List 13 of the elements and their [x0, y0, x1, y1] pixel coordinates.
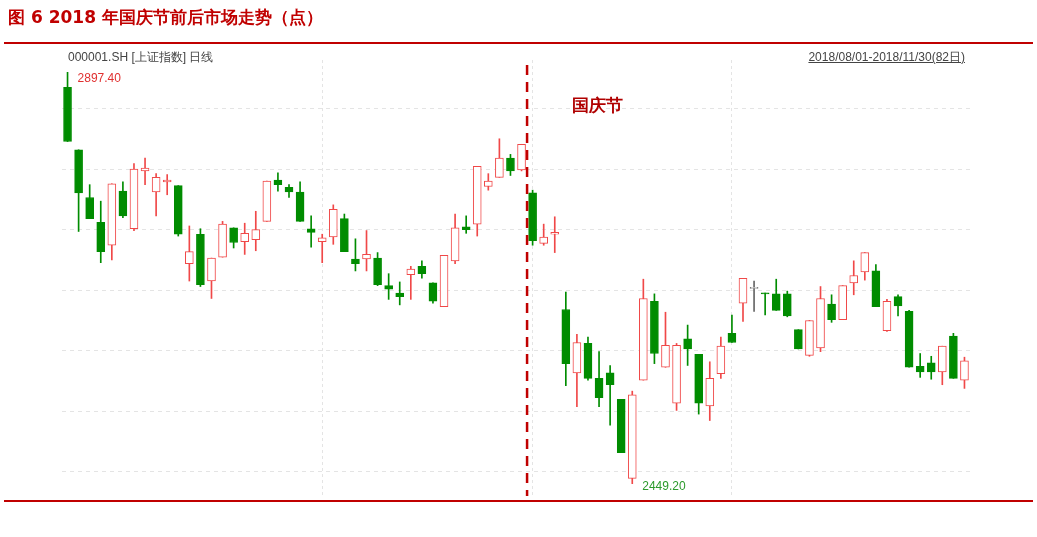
candlestick [605, 365, 615, 426]
chart-title: 图 6 2018 年国庆节前后市场走势（点） [8, 6, 323, 29]
text: 000001.SH [上证指数] 日线 [68, 49, 214, 66]
candlestick [760, 292, 770, 316]
annotation: 2449.20 [642, 478, 686, 493]
annotation: 2897.40 [77, 70, 122, 85]
candlestick [915, 353, 925, 378]
text: 2018/08/01-2018/11/30(82日) [808, 49, 965, 66]
candlestick [306, 215, 316, 248]
candlestick [849, 260, 859, 296]
candlestick [550, 216, 560, 253]
annotation: 国庆节 [572, 95, 623, 117]
candlestick [406, 266, 416, 300]
